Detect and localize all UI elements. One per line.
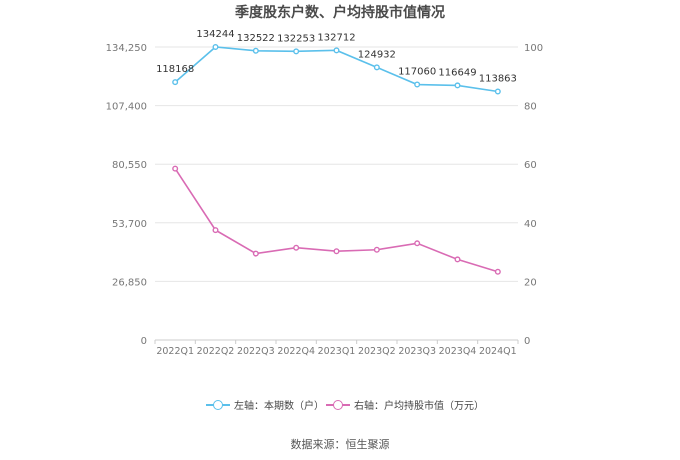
right-series-point (494, 268, 501, 275)
legend-item-left-series[interactable]: 左轴：本期数（户） (206, 397, 324, 412)
chart-title: 季度股东户数、户均持股市值情况 (235, 5, 445, 21)
right-series-line (174, 168, 499, 273)
right-series-point (172, 165, 179, 172)
left-series-point (414, 81, 421, 88)
left-series-point (172, 79, 179, 86)
right-series-point (373, 246, 380, 253)
legend-swatch-right-icon (326, 399, 350, 411)
left-series-point (333, 47, 340, 54)
left-axis-tick-label: 80,550 (112, 160, 147, 171)
x-axis-tick-label: 2023Q2 (358, 346, 396, 357)
right-series-point (333, 248, 340, 255)
data-label: 134244 (196, 29, 234, 40)
right-axis-tick-label: 80 (524, 102, 537, 113)
data-label: 113863 (479, 73, 517, 84)
x-axis-tick-label: 2023Q3 (398, 346, 436, 357)
left-axis-tick-label: 53,700 (112, 219, 147, 230)
x-axis-tick-label: 2023Q1 (318, 346, 356, 357)
x-axis-tick-label: 2024Q1 (479, 346, 517, 357)
legend-swatch-left-icon (206, 399, 230, 411)
right-series-point (212, 227, 219, 234)
left-series-point (212, 44, 219, 51)
chart-canvas: 0 26,850 53,700 80,550 107,400 134,250 0 20 40 60… (106, 29, 543, 357)
right-axis-tick-label: 0 (524, 336, 530, 347)
data-label: 132253 (277, 33, 315, 44)
data-label: 118168 (156, 64, 194, 75)
data-label: 117060 (398, 67, 436, 78)
x-axis-tick-label: 2022Q4 (277, 346, 315, 357)
data-label: 132522 (237, 33, 275, 44)
right-series-point (454, 256, 461, 263)
x-axis-tick-label: 2023Q4 (439, 346, 477, 357)
right-axis-tick-label: 20 (524, 277, 537, 288)
left-axis-tick-label: 26,850 (112, 277, 147, 288)
legend: 左轴：本期数（户） 右轴：户均持股市值（万元） (0, 397, 680, 413)
data-label: 116649 (438, 67, 476, 78)
data-source: 数据来源：恒生聚源 (290, 438, 390, 451)
right-series-point (252, 250, 259, 257)
left-axis-tick-label: 0 (141, 336, 147, 347)
left-series-point (454, 82, 461, 89)
legend-item-right-series[interactable]: 右轴：户均持股市值（万元） (326, 397, 484, 412)
left-series-point (293, 48, 300, 55)
data-label: 132712 (317, 32, 355, 43)
right-axis-tick-label: 60 (524, 160, 537, 171)
x-axis-tick-label: 2022Q1 (156, 346, 194, 357)
legend-label-right: 右轴：户均持股市值（万元） (354, 401, 484, 412)
right-series-point (293, 244, 300, 251)
left-series-point (494, 88, 501, 95)
right-series-point (414, 240, 421, 247)
right-axis-tick-label: 100 (524, 43, 543, 54)
right-axis-tick-label: 40 (524, 219, 537, 230)
x-axis-tick-label: 2022Q2 (197, 346, 235, 357)
left-axis-tick-label: 134,250 (106, 43, 147, 54)
left-series-point (373, 64, 380, 71)
legend-label-left: 左轴：本期数（户） (234, 401, 324, 412)
left-series-point (252, 47, 259, 54)
x-axis-tick-label: 2022Q3 (237, 346, 275, 357)
left-axis-tick-label: 107,400 (106, 102, 147, 113)
data-label: 124932 (358, 49, 396, 60)
